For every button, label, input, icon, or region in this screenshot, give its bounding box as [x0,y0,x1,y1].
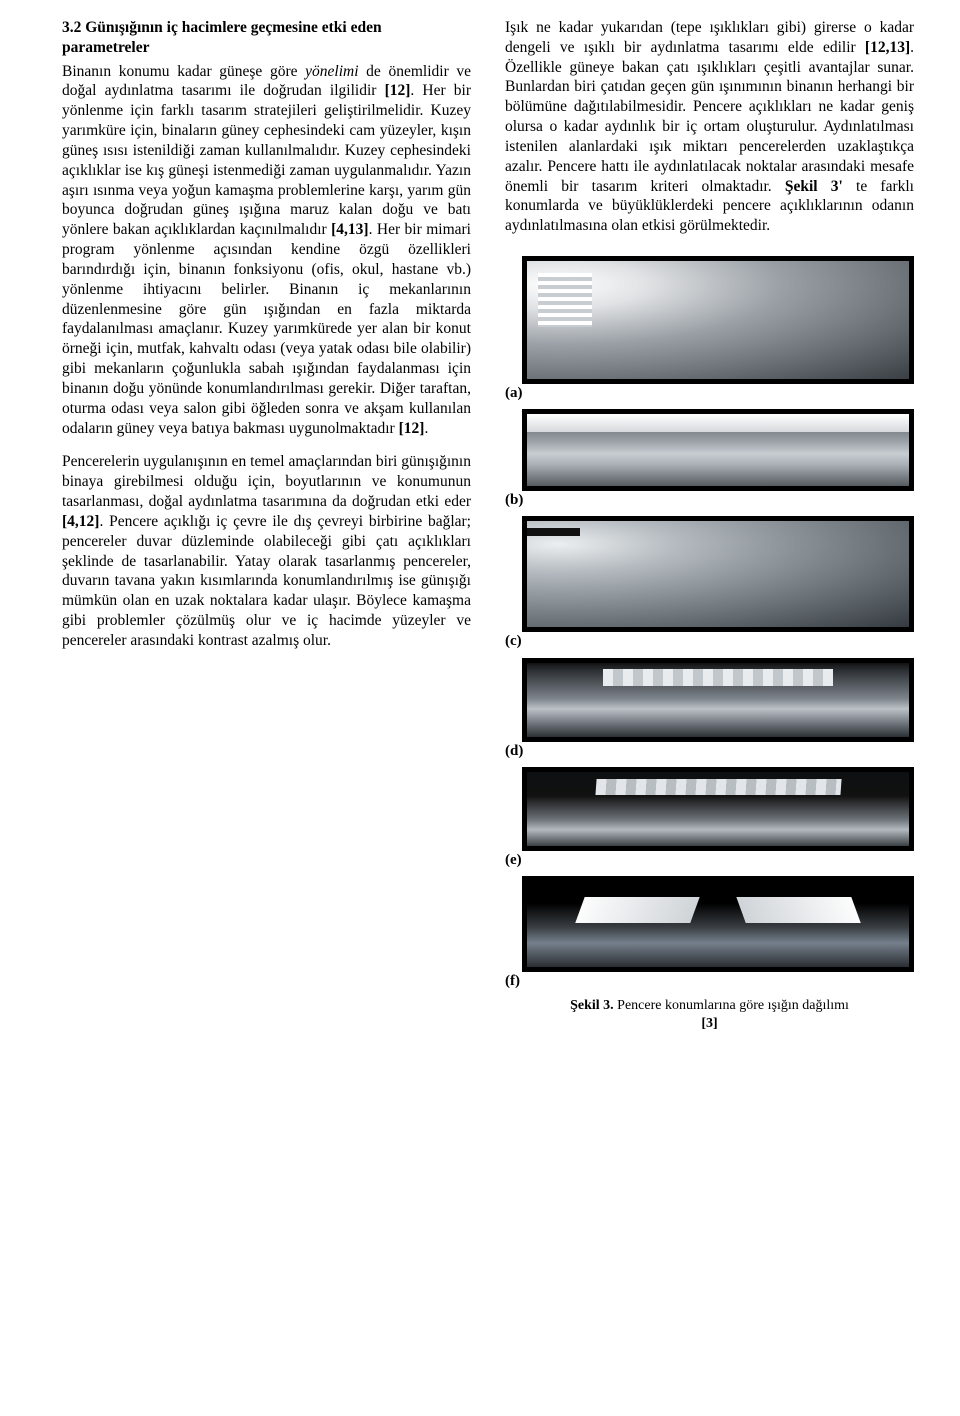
lightwell-left [576,897,700,923]
text: Işık ne kadar yukarıdan (tepe ışıklıklar… [505,19,914,56]
left-paragraph-1: Binanın konumu kadar güneşe göre yönelim… [62,62,471,439]
figure-ref: Şekil 3' [785,178,843,195]
citation: [12] [385,82,411,99]
subfigure-c-label: (c) [505,632,914,651]
figure-3-caption: Şekil 3. Pencere konumlarına göre ışığın… [505,997,914,1033]
subfigure-a: (a) [505,256,914,403]
text: . Her bir yönlenme için farklı tasarım s… [62,82,471,238]
caption-label: Şekil 3. [570,998,614,1013]
skylight [603,669,832,687]
skylight [595,779,841,795]
subfigure-d-image [522,658,914,742]
page: 3.2 Günışığının iç hacimlere geçmesine e… [0,0,960,1416]
citation: [12] [399,420,425,437]
subfigure-e-image [522,767,914,851]
lightwell-right [736,897,860,923]
subfigure-f-image [522,876,914,972]
caption-text: Pencere konumlarına göre ışığın dağılımı [614,998,849,1013]
section-heading: 3.2 Günışığının iç hacimlere geçmesine e… [62,18,471,58]
italic-term: yönelimi [305,63,358,80]
subfigure-b-image [522,409,914,491]
light-shelf [522,528,580,536]
subfigure-b-label: (b) [505,491,914,510]
subfigure-d-label: (d) [505,742,914,761]
text: Binanın konumu kadar güneşe göre [62,63,305,80]
subfigure-c-image [522,516,914,632]
citation: [12,13] [865,39,910,56]
subfigure-d: (d) [505,658,914,761]
subfigure-b: (b) [505,409,914,510]
subfigure-a-label: (a) [505,384,914,403]
left-column: 3.2 Günışığının iç hacimlere geçmesine e… [62,18,471,1398]
subfigure-e-label: (e) [505,851,914,870]
text: Pencerelerin uygulanışının en temel amaç… [62,453,471,510]
subfigure-f: (f) [505,876,914,991]
subfigure-a-image [522,256,914,384]
right-column: Işık ne kadar yukarıdan (tepe ışıklıklar… [505,18,914,1398]
text: . Her bir mimari program yönlenme açısın… [62,221,471,436]
right-paragraph-1: Işık ne kadar yukarıdan (tepe ışıklıklar… [505,18,914,236]
subfigure-c: (c) [505,516,914,651]
caption-citation: [3] [701,1016,717,1031]
subfigure-e: (e) [505,767,914,870]
window-glazing [538,273,591,327]
text: . Özellikle güneye bakan çatı ışıklıklar… [505,39,914,195]
left-paragraph-2: Pencerelerin uygulanışının en temel amaç… [62,452,471,650]
figure-3: (a) (b) (c) (d) [505,256,914,1033]
text: . Pencere açıklığı iç çevre ile dış çevr… [62,513,471,649]
subfigure-f-label: (f) [505,972,914,991]
citation: [4,12] [62,513,99,530]
citation: [4,13] [331,221,368,238]
text: . [424,420,428,437]
